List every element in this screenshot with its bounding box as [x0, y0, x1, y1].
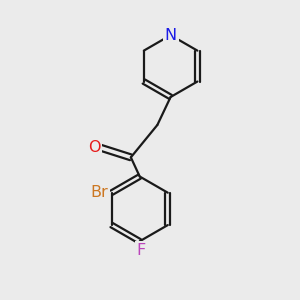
Text: Br: Br [90, 185, 108, 200]
Text: N: N [164, 28, 177, 43]
Text: F: F [136, 243, 146, 258]
Text: O: O [88, 140, 100, 154]
